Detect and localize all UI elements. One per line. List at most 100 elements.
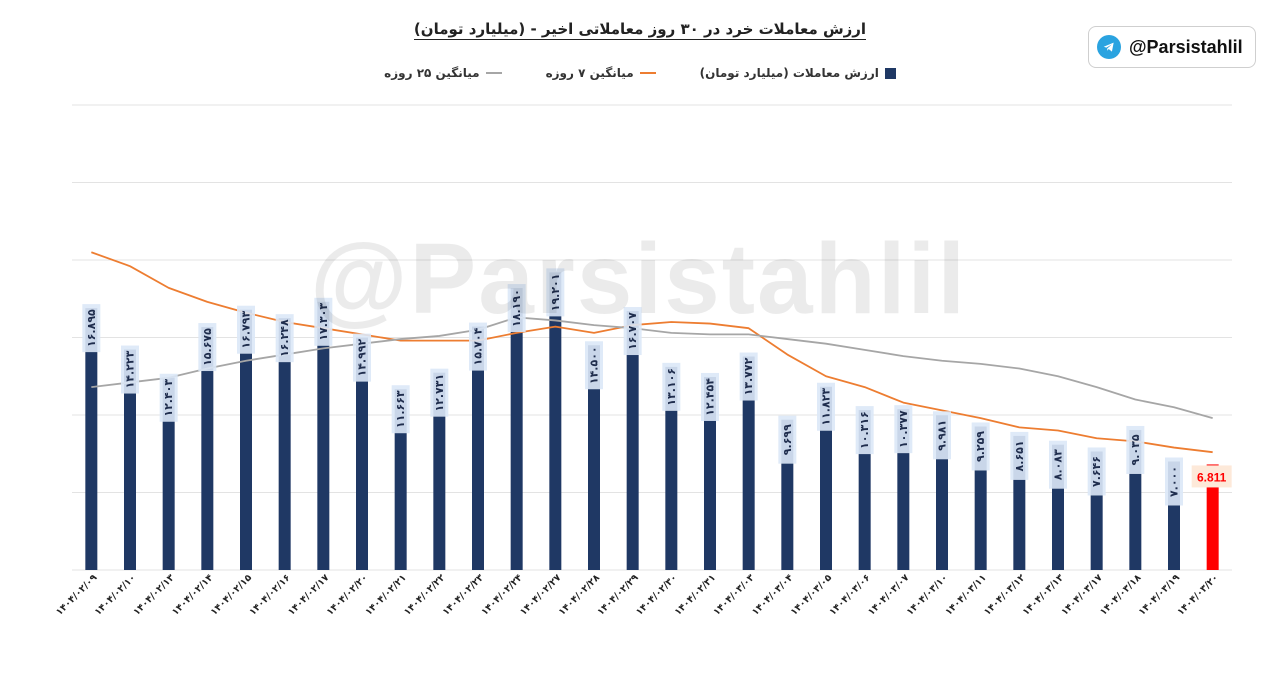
- bar: [665, 366, 678, 570]
- data-label-bg: [1126, 425, 1145, 474]
- data-label: ۱۴.۵۰۰: [588, 346, 601, 384]
- bar: [626, 311, 639, 570]
- bar: [549, 272, 562, 570]
- data-label-bg: [275, 314, 294, 363]
- data-label-bg: [933, 411, 951, 460]
- legend-swatch-ma7: [639, 72, 656, 74]
- data-label: ۷.۶۴۶: [1090, 456, 1103, 487]
- data-label-bg: [159, 373, 178, 422]
- data-label: ۹.۹۸۱: [936, 420, 949, 451]
- x-tick-label: ۱۴۰۴/۰۳/۲۰: [1175, 572, 1220, 617]
- data-label-bg: [855, 406, 874, 455]
- data-label: ۱۰.۳۱۶: [858, 411, 871, 449]
- data-label-bg: [469, 322, 487, 371]
- data-label: ۱۱.۸۲۳: [820, 388, 833, 426]
- data-label: ۱۶.۸۹۵: [85, 309, 98, 347]
- data-label-bg: [1087, 447, 1106, 496]
- data-label: ۱۸.۱۹۰: [510, 289, 523, 327]
- data-label: ۱۴.۲۲۳: [124, 350, 137, 388]
- bar: [201, 327, 214, 570]
- data-label: ۹.۲۵۹: [974, 431, 987, 462]
- bar: [472, 326, 484, 570]
- bar: [742, 356, 755, 570]
- data-label: ۹.۰۳۵: [1129, 434, 1142, 465]
- data-label-bg: [237, 305, 255, 354]
- bar: [162, 377, 175, 570]
- bar: [85, 308, 98, 570]
- bar: [394, 389, 407, 570]
- data-label-bg: [585, 341, 603, 390]
- data-label-bg: [430, 368, 449, 417]
- data-label-bg: [82, 304, 101, 353]
- legend-swatch-bars: [884, 67, 896, 79]
- data-label-bg: [198, 323, 217, 372]
- data-label-bg: [314, 297, 333, 346]
- chart-title: ارزش معاملات خرد در ۳۰ روز معاملاتی اخیر…: [413, 20, 867, 40]
- bar: [317, 301, 330, 570]
- bar: [1013, 435, 1026, 570]
- legend-label-ma7: میانگین ۷ روزه: [545, 66, 634, 80]
- data-label-bg: [971, 422, 990, 471]
- legend-swatch-ma25: [485, 72, 502, 74]
- data-label-bg: [778, 415, 797, 464]
- data-label: 6.811: [1197, 470, 1227, 484]
- bar: [124, 349, 136, 570]
- watermark: @Parsistahlil: [310, 223, 968, 335]
- bar: [278, 318, 291, 570]
- data-label: ۱۵.۷۰۴: [472, 327, 485, 365]
- data-labels: ۱۶.۸۹۵ ۱۴.۲۲۳ ۱۲.۴۰۳ ۱۵.۶۷۵ ۱۶.۷۹۳ ۱۶.۲۴۸ ۱۷.۳…: [82, 268, 1232, 506]
- data-label: ۱۹.۲۰۱: [549, 274, 562, 312]
- bar: [588, 345, 600, 570]
- legend-item-bars: ارزش معاملات (میلیارد تومان): [700, 66, 896, 80]
- legend-label-bars: ارزش معاملات (میلیارد تومان): [699, 66, 879, 80]
- data-label-bg: [739, 352, 758, 401]
- data-label: ۱۶.۷۰۷: [626, 312, 639, 350]
- bar: [510, 288, 523, 570]
- data-label-bg: [1165, 457, 1183, 506]
- data-label-bg: [662, 362, 681, 411]
- data-label: ۸.۶۵۱: [1013, 440, 1026, 471]
- brand-handle: @Parsistahlil: [1129, 36, 1243, 57]
- data-label: ۱۳.۱۰۶: [665, 368, 678, 406]
- data-label: ۱۴.۹۹۲: [356, 338, 369, 376]
- data-label-bg: [546, 268, 565, 317]
- data-label-bg: [121, 345, 139, 394]
- legend-item-ma25: میانگین ۲۵ روزه: [384, 66, 502, 80]
- data-label: ۱۲.۷۳۱: [433, 374, 446, 412]
- data-label-bg: [353, 333, 371, 382]
- bar: [820, 386, 832, 570]
- data-label-bg: [507, 284, 526, 333]
- bar: [356, 337, 368, 570]
- data-label: ۱۵.۶۷۵: [201, 328, 214, 366]
- data-label: ۱۲.۴۰۳: [162, 379, 175, 417]
- data-label: ۷.۰۰۰: [1168, 466, 1181, 497]
- bar: [1206, 464, 1219, 570]
- data-label-bg: [1049, 440, 1067, 489]
- data-label: ۸.۰۸۳: [1052, 449, 1065, 480]
- data-label: ۱۳.۷۷۲: [742, 357, 755, 395]
- bar: [240, 309, 252, 570]
- data-label-bg: [1191, 465, 1232, 488]
- legend-label-ma25: میانگین ۲۵ روزه: [384, 66, 480, 80]
- data-label-bg: [894, 405, 913, 454]
- data-label: ۱۷.۳۰۳: [317, 303, 330, 341]
- data-label: ۱۶.۷۹۳: [240, 311, 253, 349]
- data-label: ۱۲.۴۵۴: [704, 378, 717, 416]
- data-label-bg: [817, 382, 835, 431]
- data-label-bg: [623, 307, 642, 356]
- legend-item-ma7: میانگین ۷ روزه: [546, 66, 656, 80]
- data-label: ۱۶.۲۴۸: [278, 319, 291, 357]
- data-label: ۱۰.۳۷۷: [897, 410, 910, 448]
- bar: [704, 376, 716, 570]
- data-label-bg: [1010, 431, 1029, 480]
- grid: [72, 104, 1232, 571]
- data-label-bg: [701, 372, 719, 421]
- bar: [433, 372, 446, 570]
- legend: ارزش معاملات (میلیارد تومان) میانگین ۷ ر…: [0, 66, 1280, 80]
- data-label-bg: [391, 385, 410, 434]
- x-tick-labels: ۱۴۰۴/۰۲/۰۹۱۴۰۴/۰۲/۱۰۱۴۰۴/۰۲/۱۳۱۴۰۴/۰۲/۱۴…: [54, 572, 1221, 618]
- brand-badge[interactable]: @Parsistahlil: [1088, 26, 1256, 68]
- telegram-icon: [1097, 35, 1121, 59]
- data-label: ۱۱.۶۶۳: [394, 390, 407, 428]
